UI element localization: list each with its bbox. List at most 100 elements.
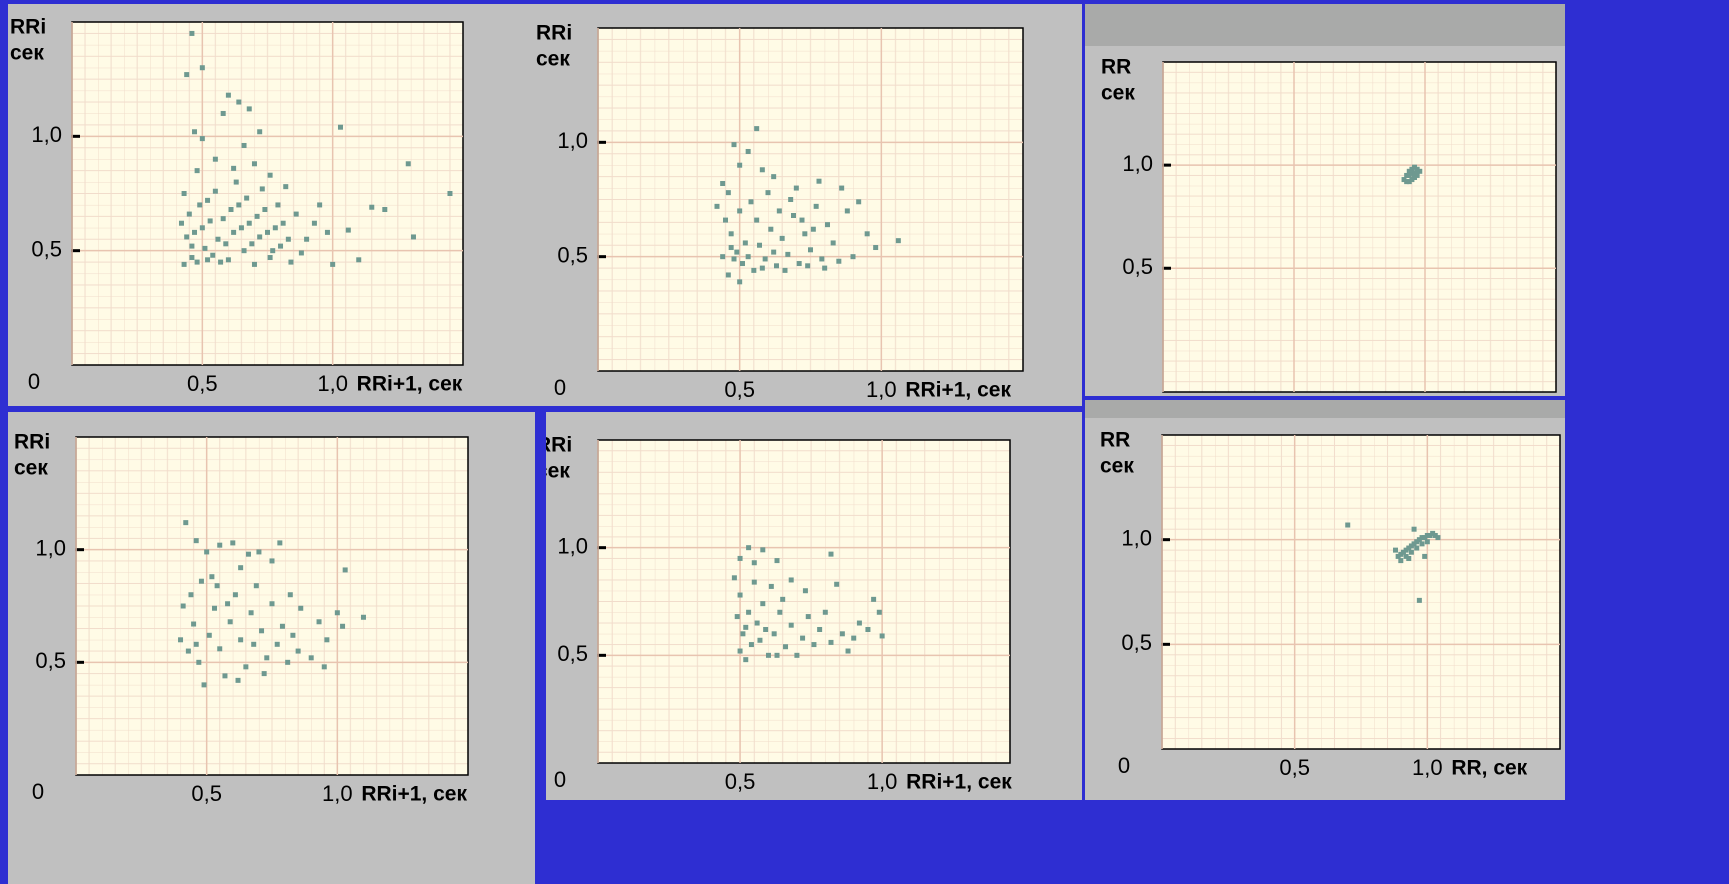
x-axis-label: RRi+1, сек [905,379,1011,402]
y-axis-label: сек [14,457,48,480]
scatter-point [410,234,416,240]
scatter-point [201,682,207,688]
scatter-point [212,156,218,162]
scatter-point [196,659,202,665]
scatter-point [1406,179,1412,185]
scatter-point [799,217,805,223]
scatter-point [253,583,259,589]
scatter-point [1408,549,1414,555]
scatter-point [356,257,362,263]
x-tick-label: 1,0 [317,371,348,396]
y-axis-label: RR [1100,429,1130,452]
scatter-point [873,245,879,251]
scatter-point [856,620,862,626]
scatter-point [184,72,190,78]
scatter-point [189,255,195,261]
scatter-point [199,136,205,142]
scatter-point [178,637,184,643]
scatter-point [285,659,291,665]
scatter-point [802,231,808,237]
scatter-point [285,236,291,242]
scatter-point [851,635,857,641]
scatter-point [785,251,791,257]
scatter-point [720,180,726,186]
scatter-point [745,254,751,260]
scatter-point [269,601,275,607]
scatter-point [215,236,221,242]
scatter-point [225,257,231,263]
y-tick-label: 1,0 [1122,151,1153,176]
textured-band [1085,4,1565,46]
scatter-point [720,254,726,260]
scatter-point [1412,175,1418,180]
scatter-point [257,129,263,135]
scatter-point [269,558,275,564]
scatter-point [839,185,845,191]
scatter-point [304,236,310,242]
scatter-point [743,657,749,663]
y-tick-label: 1,0 [35,535,66,560]
scatter-point [856,199,862,205]
scatter-point [1414,539,1420,545]
scatter-point [246,220,252,226]
x-tick-label: 1,0 [322,781,353,806]
scatter-point [192,229,198,235]
plot-area [1161,434,1561,750]
scatter-point [278,243,284,249]
scatter-point [238,637,244,643]
origin-label: 0 [28,369,40,394]
scatter-point [238,565,244,571]
scatter-point [879,633,885,639]
scatter-point [828,551,834,557]
scatter-point [251,261,257,267]
scatter-point [1414,172,1420,178]
x-tick-label: 1,0 [867,769,898,794]
scatter-point [235,677,241,683]
scatter-point [225,92,231,98]
scatter-point [1403,553,1409,559]
y-tick-label: 0,5 [1122,254,1153,279]
scatter-point [760,601,766,607]
scatter-point [1412,164,1418,170]
scatter-point [248,610,254,616]
scatter-point [1404,179,1410,185]
scatter-point [218,259,224,265]
scatter-point [324,229,330,235]
x-tick-label: 0,5 [725,769,756,794]
origin-label: 0 [1118,753,1130,778]
scatter-point [1404,172,1410,178]
scatter-point [771,249,777,255]
scatter-point [193,641,199,647]
scatter-point [244,195,250,201]
y-axis-label: сек [536,460,570,483]
scatter-point [345,227,351,233]
scatter-panel: 0,5 1,0 0 0,5 1,0 RRi+1, сек RRi сек [530,4,1082,406]
scatter-point [774,558,780,564]
scatter-point [405,161,411,167]
scatter-point [1398,551,1404,557]
scatter-point [317,202,323,208]
scatter-point [204,549,210,555]
scatter-point [236,202,242,208]
scatter-point [1435,535,1441,541]
scatter-point [447,191,453,196]
scatter-point [1432,532,1438,538]
scatter-point [788,577,794,583]
scatter-point [1430,530,1436,536]
scatter-point [1411,526,1417,532]
scatter-point [264,655,270,661]
scatter-point [731,142,737,148]
y-tick-label: 0,5 [35,648,66,673]
scatter-point [850,254,856,260]
scatter-point [876,609,882,615]
scatter-panel: 0,5 1,0 0 0,5 1,0 RRi+1, сек RRi сек [8,4,530,406]
y-tick-label: 0,5 [557,242,588,267]
scatter-point [743,624,749,630]
scatter-point [777,609,783,615]
scatter-point [822,609,828,615]
scatter-point [731,256,737,262]
scatter-point [181,191,187,196]
scatter-point [805,263,811,269]
scatter-point [776,208,782,214]
